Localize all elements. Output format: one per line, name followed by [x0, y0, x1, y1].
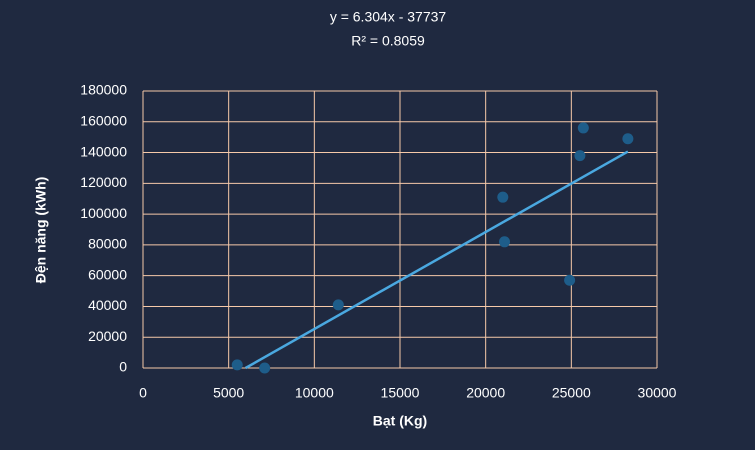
y-tick-label: 0	[119, 359, 127, 375]
y-axis-title: Đện năng (kWh)	[33, 177, 49, 284]
data-point	[574, 150, 586, 162]
trendline-equation: y = 6.304x - 37737	[330, 9, 447, 25]
y-tick-label: 80000	[88, 236, 127, 252]
trendline	[244, 150, 629, 370]
data-point	[499, 236, 511, 248]
y-tick-label: 120000	[80, 174, 127, 190]
data-point	[497, 191, 509, 203]
x-tick-label: 20000	[466, 385, 505, 401]
x-axis-title: Bạt (Kg)	[373, 413, 427, 429]
data-point	[259, 362, 271, 374]
data-point	[622, 133, 634, 145]
y-tick-label: 160000	[80, 112, 127, 128]
y-tick-label: 40000	[88, 297, 127, 313]
x-tick-label: 5000	[213, 385, 244, 401]
data-point	[577, 122, 589, 134]
y-tick-label: 60000	[88, 266, 127, 282]
y-tick-label: 100000	[80, 205, 127, 221]
x-tick-label: 30000	[638, 385, 677, 401]
y-tick-label: 180000	[80, 82, 127, 98]
y-tick-label: 140000	[80, 143, 127, 159]
x-tick-label: 25000	[552, 385, 591, 401]
x-tick-label: 0	[139, 385, 147, 401]
y-tick-label: 20000	[88, 328, 127, 344]
data-point	[564, 274, 576, 286]
data-point	[231, 359, 243, 371]
r-squared: R² = 0.8059	[351, 33, 425, 49]
x-tick-label: 10000	[295, 385, 334, 401]
data-point	[332, 299, 344, 311]
x-tick-label: 15000	[381, 385, 420, 401]
